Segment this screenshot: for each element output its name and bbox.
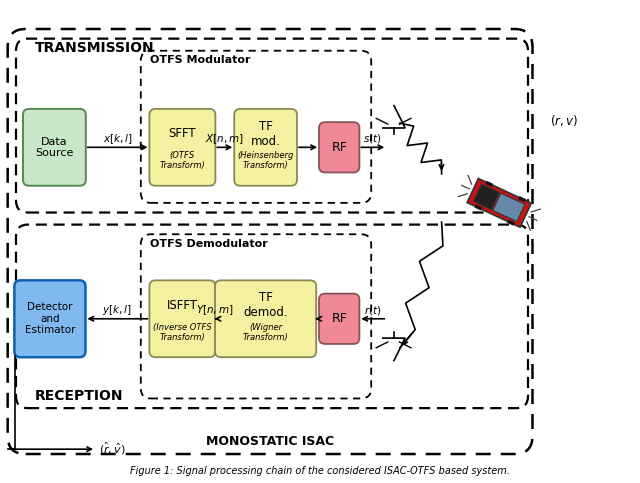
Polygon shape	[467, 179, 531, 227]
Text: $y[k,l]$: $y[k,l]$	[102, 303, 132, 317]
Text: RF: RF	[332, 313, 347, 325]
Text: $x[k,l]$: $x[k,l]$	[102, 132, 132, 145]
Text: $(\hat{r}, \hat{v})$: $(\hat{r}, \hat{v})$	[99, 441, 126, 457]
Text: Detector
and
Estimator: Detector and Estimator	[25, 302, 75, 335]
FancyBboxPatch shape	[319, 294, 360, 344]
Text: Figure 1: Signal processing chain of the considered ISAC-OTFS based system.: Figure 1: Signal processing chain of the…	[130, 466, 510, 476]
FancyBboxPatch shape	[234, 109, 297, 186]
Text: TF
mod.: TF mod.	[251, 120, 280, 148]
Text: Data
Source: Data Source	[35, 137, 74, 158]
Polygon shape	[508, 220, 515, 225]
Text: TF
demod.: TF demod.	[243, 291, 288, 319]
Text: $Y[n,m]$: $Y[n,m]$	[196, 303, 234, 317]
FancyBboxPatch shape	[215, 280, 316, 357]
Text: (Wigner
Transform): (Wigner Transform)	[243, 323, 289, 342]
Text: MONOSTATIC ISAC: MONOSTATIC ISAC	[206, 436, 334, 448]
Text: OTFS Modulator: OTFS Modulator	[150, 56, 251, 65]
Text: RECEPTION: RECEPTION	[35, 389, 124, 403]
Polygon shape	[493, 193, 525, 222]
Text: ISFFT: ISFFT	[167, 299, 198, 312]
FancyBboxPatch shape	[149, 280, 216, 357]
Text: $X[n,m]$: $X[n,m]$	[205, 132, 244, 145]
Text: TRANSMISSION: TRANSMISSION	[35, 42, 155, 55]
Text: (Heinsenberg
Transform): (Heinsenberg Transform)	[237, 151, 294, 170]
FancyBboxPatch shape	[319, 122, 360, 172]
Polygon shape	[486, 181, 493, 186]
Text: (Inverse OTFS
Transform): (Inverse OTFS Transform)	[153, 323, 212, 342]
Polygon shape	[475, 205, 482, 210]
Polygon shape	[518, 197, 525, 202]
Polygon shape	[474, 184, 499, 210]
Text: OTFS Demodulator: OTFS Demodulator	[150, 239, 268, 249]
Text: SFFT: SFFT	[168, 128, 196, 141]
Text: $r(t)$: $r(t)$	[364, 304, 381, 316]
FancyBboxPatch shape	[23, 109, 86, 186]
Text: $(r, v)$: $(r, v)$	[550, 113, 579, 128]
Text: (OTFS
Transform): (OTFS Transform)	[159, 151, 205, 170]
Text: $s(t)$: $s(t)$	[364, 132, 382, 145]
Text: RF: RF	[332, 141, 347, 154]
FancyBboxPatch shape	[149, 109, 216, 186]
FancyBboxPatch shape	[14, 280, 86, 357]
